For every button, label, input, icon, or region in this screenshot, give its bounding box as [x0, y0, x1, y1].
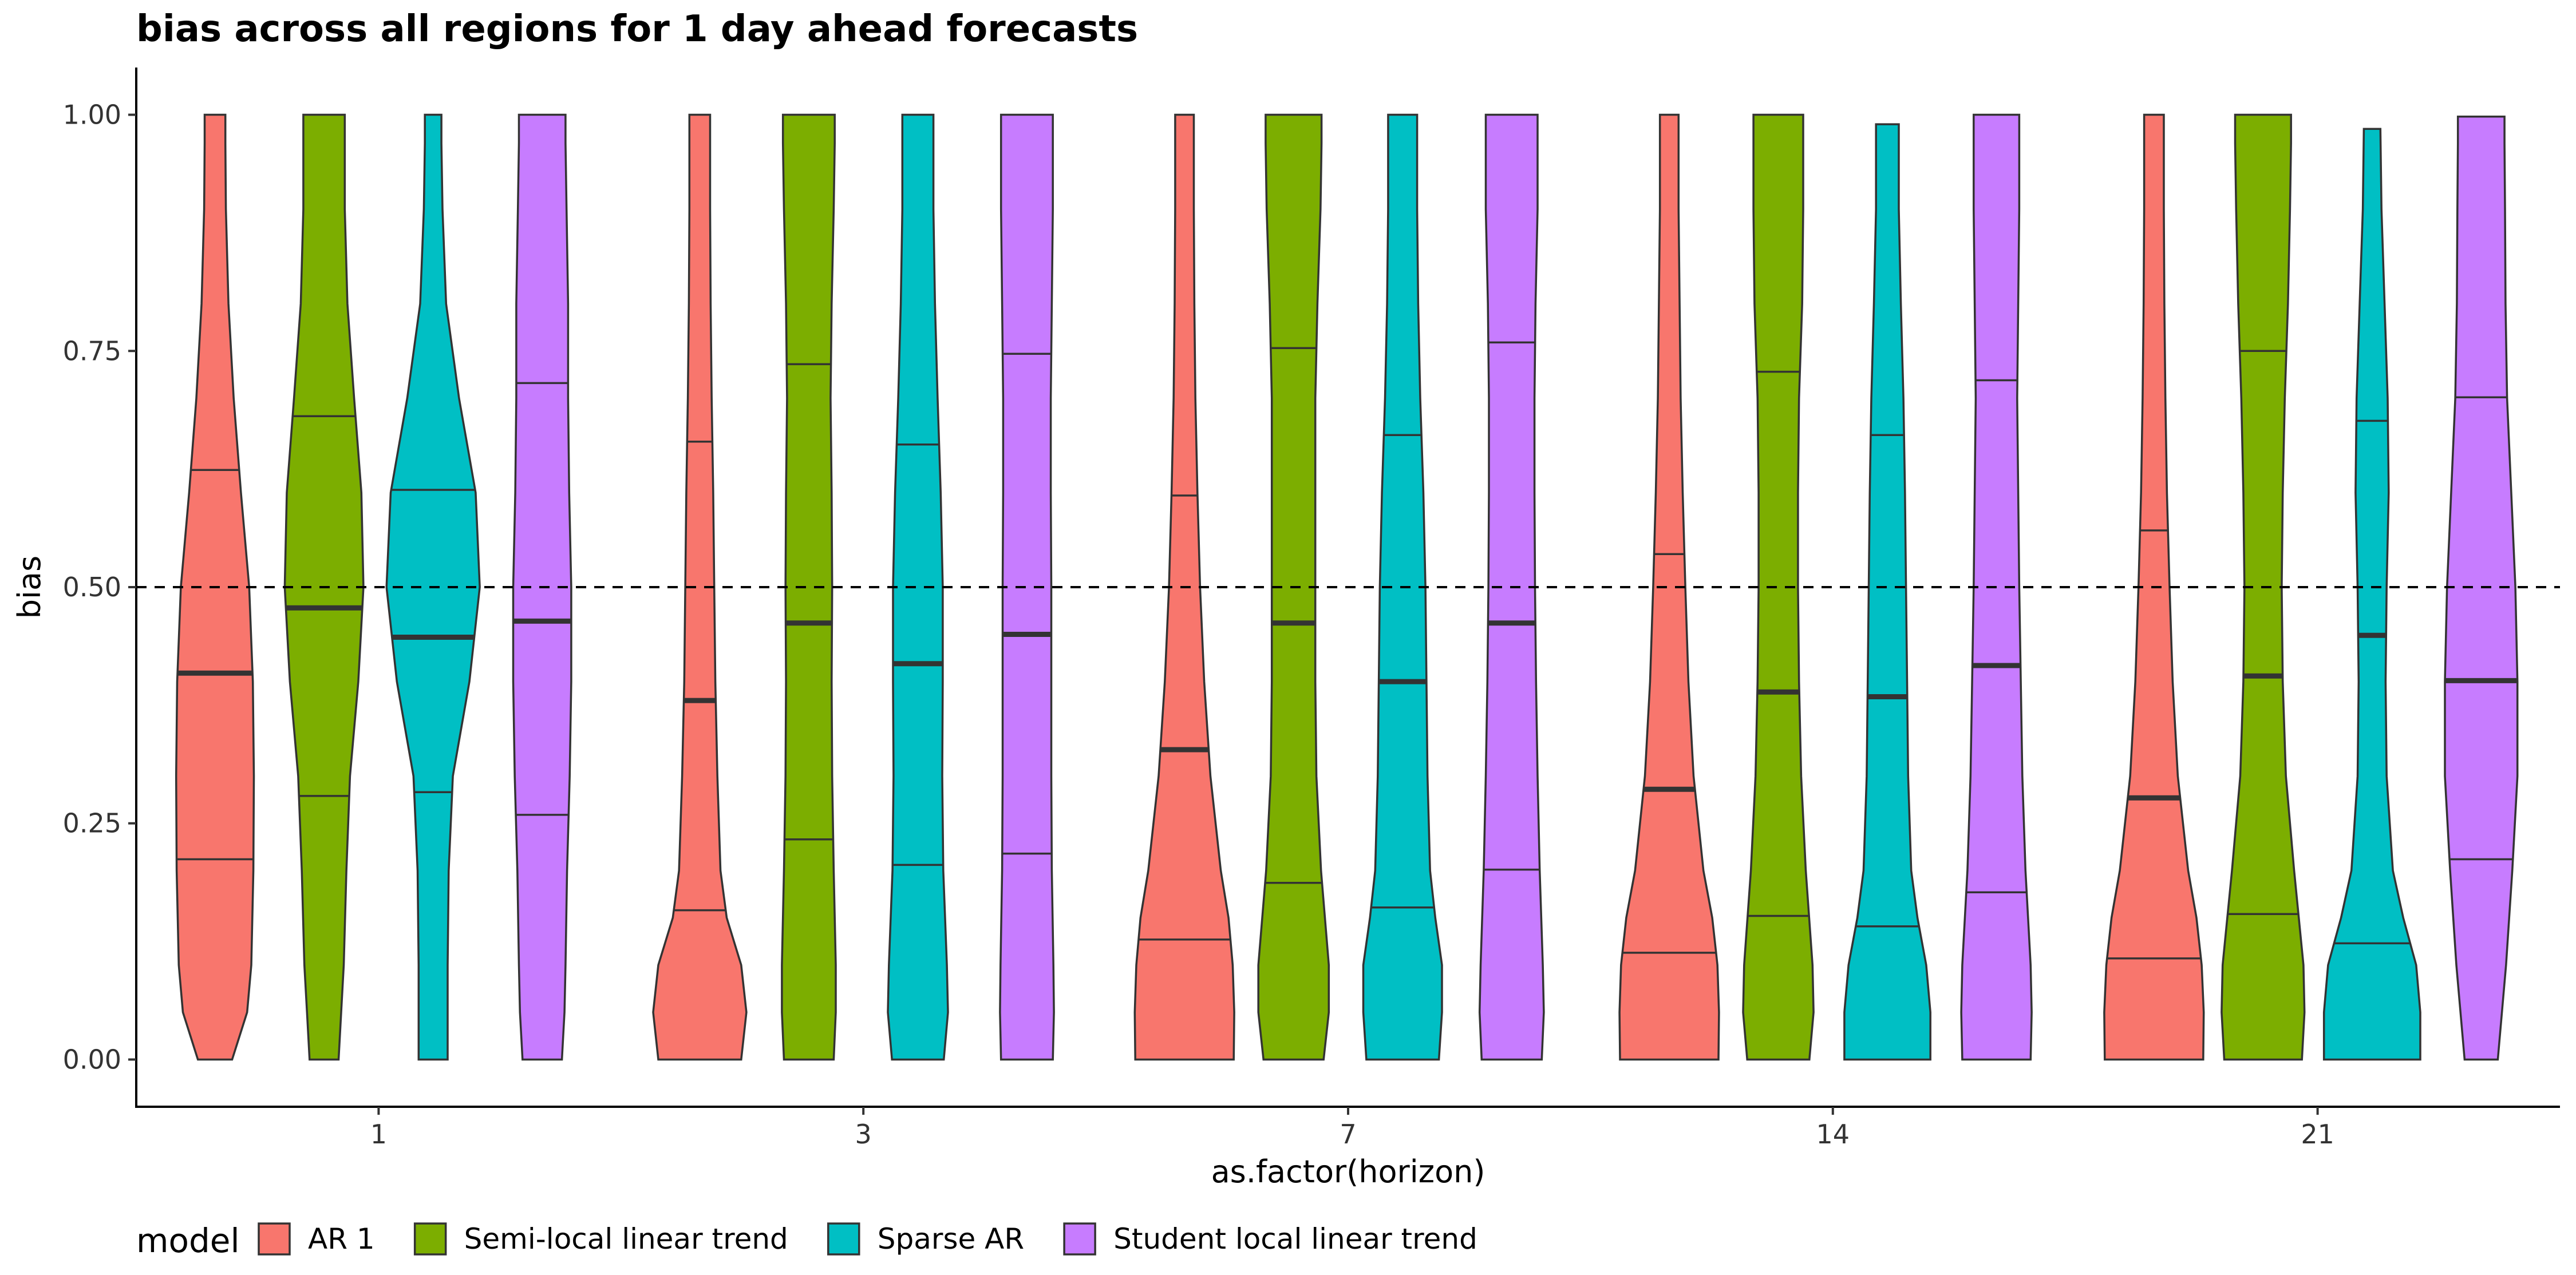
x-tick-label: 21 [2301, 1119, 2334, 1150]
legend-swatch [1063, 1222, 1096, 1256]
violin-group [999, 113, 1055, 1061]
x-tick-label: 14 [1816, 1119, 1850, 1150]
violin-group [2322, 128, 2421, 1061]
legend-item: Semi-local linear trend [413, 1222, 788, 1256]
legend-title: model [136, 1221, 240, 1260]
legend-label: Sparse AR [878, 1222, 1024, 1256]
violin-shape [1843, 123, 1931, 1061]
violin-group [781, 113, 837, 1061]
x-axis-label: as.factor(horizon) [1211, 1154, 1485, 1190]
violin-shape [781, 113, 837, 1061]
x-tick-label: 7 [1340, 1119, 1356, 1150]
y-tick-label: 1.00 [63, 100, 121, 130]
x-ticks: 1 3 7 14 21 [370, 1107, 2334, 1150]
violin-shape [999, 113, 1055, 1061]
legend-items: AR 1 Semi-local linear trend Sparse AR Stud… [258, 1222, 1477, 1256]
violin-group [652, 113, 748, 1061]
legend: model AR 1 Semi-local linear trend Sparse … [136, 1221, 1477, 1260]
legend-label: Semi-local linear trend [464, 1222, 788, 1256]
legend-item: Student local linear trend [1063, 1222, 1477, 1256]
violin-group [1618, 113, 1720, 1061]
violin-shape [887, 113, 949, 1061]
legend-label: Student local linear trend [1113, 1222, 1477, 1256]
violin-shape [1742, 113, 1815, 1061]
chart-title: bias across all regions for 1 day ahead … [136, 8, 1138, 50]
x-tick-label: 3 [855, 1119, 872, 1150]
violin-shape [1618, 113, 1720, 1061]
y-tick-label: 0.25 [63, 808, 121, 839]
y-axis-label: bias [11, 556, 48, 619]
violin-group [887, 113, 949, 1061]
violin-shape [2322, 128, 2421, 1061]
legend-swatch [827, 1222, 860, 1256]
violin-group [1742, 113, 1815, 1061]
legend-item: AR 1 [258, 1222, 375, 1256]
violin-shape [652, 113, 748, 1061]
legend-swatch [413, 1222, 447, 1256]
y-tick-label: 0.75 [63, 335, 121, 366]
violin-group [1843, 123, 1931, 1061]
legend-label: AR 1 [308, 1222, 375, 1256]
y-tick-label: 0.50 [63, 572, 121, 603]
legend-item: Sparse AR [827, 1222, 1024, 1256]
x-tick-label: 1 [370, 1119, 387, 1150]
y-ticks: 0.00 0.25 0.50 0.75 1.00 [63, 100, 136, 1075]
y-tick-label: 0.00 [63, 1044, 121, 1075]
legend-swatch [258, 1222, 291, 1256]
